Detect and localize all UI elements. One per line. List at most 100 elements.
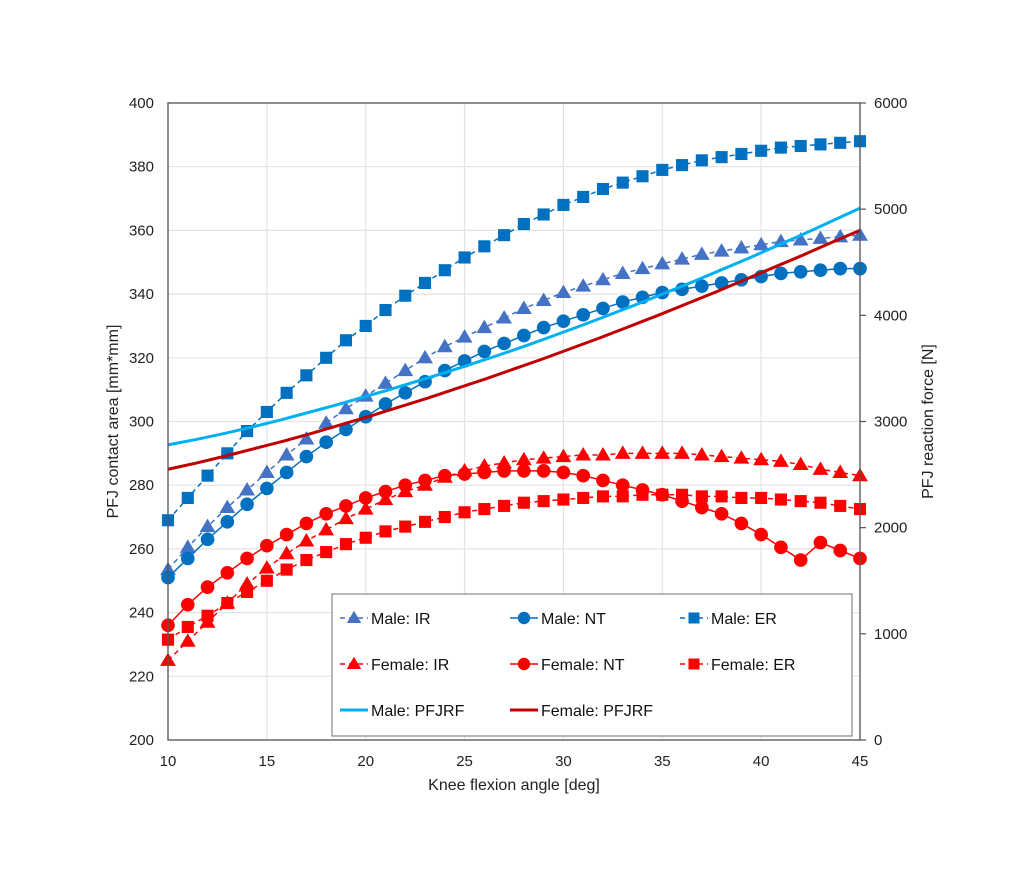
data-point: [754, 527, 768, 542]
legend-item: Male: IR: [340, 610, 431, 628]
data-point: [258, 464, 275, 479]
data-point: [417, 349, 433, 364]
y-tick-label: 300: [129, 414, 154, 431]
data-point: [616, 490, 629, 503]
data-point: [320, 546, 333, 559]
data-point: [753, 451, 770, 466]
data-point: [557, 198, 570, 211]
data-point: [834, 499, 847, 512]
data-point: [733, 450, 750, 464]
x-tick-label: 20: [357, 753, 374, 770]
series-line: [167, 229, 861, 471]
data-point: [614, 265, 631, 279]
data-point: [278, 545, 295, 560]
data-point: [379, 525, 392, 538]
data-point: [517, 328, 531, 343]
legend: Male: IR Male: NT Male: ER Female: IR Female…: [331, 593, 853, 737]
data-point: [814, 138, 827, 151]
data-point: [674, 445, 690, 459]
series-line: [167, 234, 861, 571]
data-point: [792, 232, 809, 246]
data-point: [832, 464, 849, 479]
data-point: [654, 445, 671, 459]
legend-label: Male: NT: [541, 611, 606, 628]
data-point: [258, 560, 275, 574]
data-point: [398, 478, 413, 493]
legend-item: Male: PFJRF: [340, 703, 465, 720]
data-point: [676, 488, 689, 501]
legend-label: Female: NT: [541, 657, 625, 674]
data-point: [812, 230, 829, 244]
data-point: [517, 217, 530, 231]
data-point: [755, 491, 768, 504]
data-point: [240, 551, 254, 566]
data-point: [239, 482, 256, 496]
data-point: [477, 465, 492, 480]
y2-tick-label: 2000: [874, 520, 907, 537]
data-point: [399, 520, 412, 533]
data-point: [377, 375, 394, 389]
legend-item: Female: IR: [340, 656, 449, 674]
data-point: [695, 490, 708, 503]
data-point: [713, 448, 730, 463]
data-point: [794, 139, 807, 153]
x-tick-label: 45: [852, 753, 869, 770]
data-point: [180, 551, 195, 566]
data-point: [279, 527, 294, 542]
data-point: [181, 620, 194, 633]
y-tick-label: 240: [129, 605, 154, 622]
data-point: [634, 445, 651, 459]
data-point: [576, 468, 591, 483]
data-point: [695, 500, 709, 515]
data-point: [557, 493, 570, 506]
y2-tick-label: 4000: [874, 307, 907, 324]
y-tick-label: 360: [129, 222, 154, 239]
data-point: [496, 454, 513, 469]
data-point: [279, 465, 294, 480]
x-tick-label: 25: [456, 753, 473, 770]
data-point: [794, 495, 807, 508]
legend-label: Male: IR: [371, 611, 431, 628]
data-point: [515, 300, 532, 314]
data-point: [398, 386, 413, 400]
data-point: [478, 240, 491, 253]
data-point: [735, 147, 748, 161]
data-point: [180, 597, 195, 612]
data-point: [615, 478, 630, 493]
data-point: [693, 447, 710, 461]
data-point: [241, 585, 254, 598]
data-point: [438, 264, 451, 277]
data-point: [240, 497, 254, 512]
data-point: [656, 163, 669, 176]
data-point: [636, 170, 649, 183]
data-point: [199, 518, 216, 533]
data-point: [339, 499, 353, 513]
data-point: [793, 553, 808, 567]
data-point: [319, 435, 333, 450]
x-axis-label: Knee flexion angle [deg]: [428, 777, 600, 794]
x-tick-label: 15: [259, 753, 276, 770]
data-point: [260, 405, 273, 418]
data-point: [318, 415, 335, 429]
data-point: [535, 450, 552, 464]
data-point: [715, 490, 728, 503]
data-point: [793, 264, 808, 279]
data-point: [358, 491, 373, 505]
data-point: [318, 521, 335, 536]
legend-label: Male: PFJRF: [371, 703, 465, 720]
x-tick-label: 40: [753, 753, 770, 770]
legend-item: Male: NT: [510, 611, 606, 628]
data-point: [695, 279, 709, 293]
data-point: [359, 319, 372, 332]
data-point: [834, 136, 847, 149]
data-point: [575, 447, 592, 461]
data-point: [616, 176, 629, 189]
y-tick-label: 340: [129, 286, 154, 303]
data-point: [280, 386, 293, 399]
tick-labels: 10 15 20 25 30 35 40 45 200 220 240 260 280 300 320 340…: [129, 95, 907, 770]
data-point: [359, 531, 372, 544]
y2-tick-label: 6000: [874, 95, 907, 112]
x-tick-label: 10: [160, 753, 177, 770]
data-point: [280, 563, 293, 576]
data-point: [179, 539, 196, 553]
